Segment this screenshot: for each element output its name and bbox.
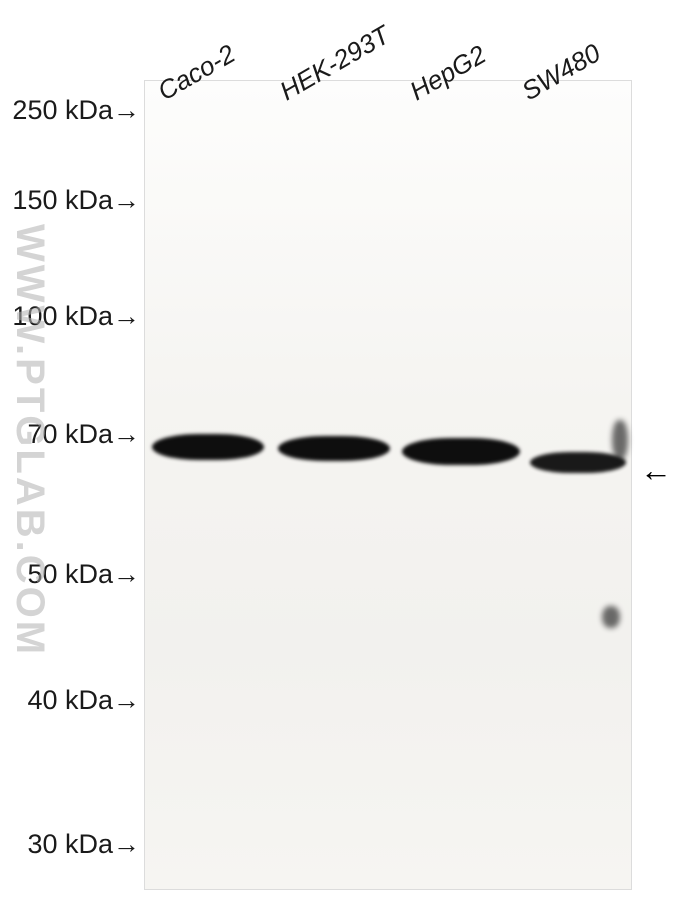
blot-background-gradient (145, 81, 631, 889)
target-band-arrow-icon: ← (640, 452, 672, 489)
arrow-right-icon: → (113, 95, 140, 126)
mw-marker-label: 40 kDa→ (27, 685, 140, 716)
mw-marker-label: 250 kDa→ (12, 95, 140, 126)
blot-membrane (144, 80, 632, 890)
mw-marker-label: 30 kDa→ (27, 829, 140, 860)
background-smear (612, 420, 628, 460)
arrow-right-icon: → (113, 829, 140, 860)
mw-marker-text: 30 kDa (27, 829, 113, 859)
mw-marker-text: 250 kDa (12, 95, 113, 125)
arrow-right-icon: → (113, 301, 140, 332)
watermark-text: WWW.PTGLAB.COM (7, 224, 52, 657)
arrow-right-icon: → (113, 419, 140, 450)
arrow-right-icon: → (113, 685, 140, 716)
mw-marker-label: 150 kDa→ (12, 185, 140, 216)
protein-band (402, 438, 520, 465)
mw-marker-text: 40 kDa (27, 685, 113, 715)
figure-container: Caco-2HEK-293THepG2SW480 250 kDa→150 kDa… (0, 0, 700, 903)
background-smear (602, 606, 620, 628)
mw-marker-text: 150 kDa (12, 185, 113, 215)
protein-band (278, 436, 390, 461)
protein-band (530, 452, 626, 473)
arrow-right-icon: → (113, 185, 140, 216)
protein-band (152, 434, 264, 460)
arrow-right-icon: → (113, 559, 140, 590)
